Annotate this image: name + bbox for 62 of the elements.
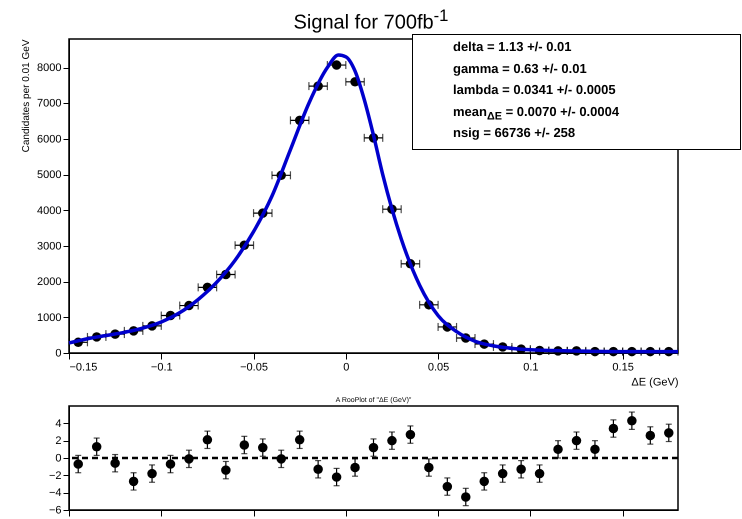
- y-tick-label: −6: [48, 504, 62, 516]
- annotation: mean$_{ΔE}$ = 0.0070 +/- 0.0004: [453, 104, 620, 124]
- point: [553, 444, 563, 454]
- point: [240, 440, 250, 450]
- point: [627, 416, 637, 426]
- point: [313, 464, 323, 474]
- point: [572, 436, 582, 446]
- point: [498, 468, 508, 478]
- point: [664, 428, 674, 438]
- point: [294, 435, 304, 445]
- y-tick-label: 4: [55, 418, 62, 430]
- point: [479, 476, 489, 486]
- y-tick-label: −4: [48, 487, 62, 500]
- point: [166, 459, 176, 469]
- point: [534, 468, 544, 478]
- y-tick-label: 7000: [37, 98, 62, 110]
- annotation: gamma = 0.63 +/- 0.01: [453, 60, 588, 78]
- y-axis-title: Candidates per 0.01 GeV: [21, 39, 32, 152]
- x-tick-label: 0: [343, 362, 350, 374]
- x-tick-label: −0.15: [70, 362, 98, 374]
- point: [202, 435, 212, 445]
- y-tick-label: 2000: [37, 276, 62, 288]
- point: [406, 430, 416, 440]
- point: [516, 464, 526, 474]
- point: [442, 482, 452, 492]
- point: [368, 442, 378, 452]
- x-axis-title: ΔE (GeV): [631, 376, 678, 388]
- chart-title: Signal for 700fb$^{-1}$: [292, 6, 450, 35]
- point: [608, 424, 618, 434]
- point: [332, 472, 342, 482]
- y-tick-label: −2: [48, 470, 62, 482]
- point: [332, 60, 342, 70]
- point: [92, 442, 102, 452]
- point: [424, 462, 434, 472]
- point: [590, 444, 600, 454]
- y-tick-label: 4000: [37, 204, 62, 217]
- point: [147, 468, 157, 478]
- point: [350, 462, 360, 472]
- y-tick-label: 5000: [37, 169, 62, 182]
- y-tick-label: 0: [55, 348, 62, 360]
- annotation: nsig = 66736 +/- 258: [453, 125, 576, 142]
- point: [646, 430, 656, 440]
- x-tick-label: 0.1: [523, 362, 539, 374]
- y-tick-label: 0: [55, 452, 62, 464]
- point: [461, 492, 471, 502]
- point: [128, 476, 138, 486]
- point: [110, 458, 120, 468]
- x-tick-label: −0.1: [150, 362, 173, 374]
- y-tick-label: 1000: [37, 312, 62, 324]
- point: [73, 459, 83, 469]
- y-tick-label: 2: [55, 435, 62, 448]
- x-tick-label: 0.05: [428, 362, 450, 374]
- x-tick-label: 0.15: [612, 362, 634, 374]
- y-tick-label: 6000: [37, 133, 62, 146]
- y-tick-label: 3000: [37, 240, 62, 252]
- point: [387, 436, 397, 446]
- annotation: lambda = 0.0341 +/- 0.0005: [453, 82, 617, 99]
- x-tick-label: −0.05: [240, 362, 268, 374]
- point: [221, 465, 231, 475]
- point: [258, 442, 268, 452]
- y-tick-label: 8000: [37, 62, 62, 74]
- annotation: delta = 1.13 +/- 0.01: [453, 39, 573, 56]
